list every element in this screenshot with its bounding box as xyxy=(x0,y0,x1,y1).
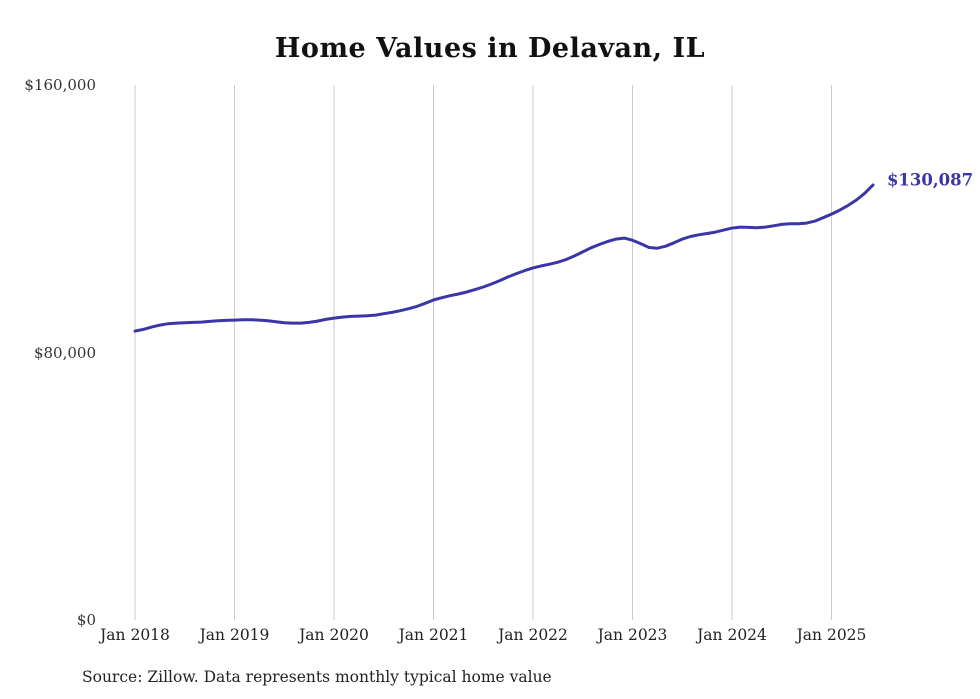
chart-title: Home Values in Delavan, IL xyxy=(274,33,706,64)
source-note: Source: Zillow. Data represents monthly … xyxy=(82,668,552,686)
x-tick-label: Jan 2020 xyxy=(299,626,369,644)
x-tick-label: Jan 2022 xyxy=(498,626,568,644)
x-tick-label: Jan 2023 xyxy=(597,626,668,644)
y-tick-label: $0 xyxy=(76,611,96,629)
y-tick-label: $160,000 xyxy=(24,76,96,94)
home-value-line xyxy=(133,183,875,333)
y-tick-label: $80,000 xyxy=(33,343,96,362)
x-tick-label: Jan 2018 xyxy=(100,626,170,644)
latest-value-label: $130,087 xyxy=(886,170,974,190)
x-tick-label: Jan 2021 xyxy=(398,626,469,644)
x-tick-label: Jan 2019 xyxy=(199,626,270,644)
x-tick-label: Jan 2024 xyxy=(697,626,767,644)
x-tick-label: Jan 2025 xyxy=(796,626,867,644)
